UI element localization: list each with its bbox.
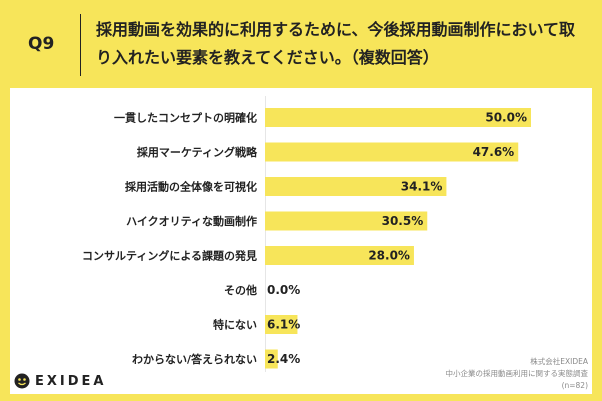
bar-2 xyxy=(265,177,447,196)
chart-panel xyxy=(10,88,592,394)
value-label-7: 2.4% xyxy=(267,352,300,366)
category-label-6: 特にない xyxy=(213,318,257,332)
header-divider xyxy=(80,14,81,76)
bar-1 xyxy=(265,142,519,162)
category-label-3: ハイクオリティな動画制作 xyxy=(126,214,257,228)
question-text: 採用動画を効果的に利用するために、今後採用動画制作において取り入れたい要素を教え… xyxy=(96,20,576,67)
source-company: 株式会社EXIDEA xyxy=(530,357,588,366)
source-survey: 中小企業の採用動画利用に関する実態調査 xyxy=(445,369,589,378)
source-sample: (n=82) xyxy=(561,381,588,390)
bar-4 xyxy=(265,246,414,265)
category-label-5: その他 xyxy=(224,283,257,297)
value-label-6: 6.1% xyxy=(267,318,300,332)
bar-0 xyxy=(265,108,531,127)
category-label-2: 採用活動の全体像を可視化 xyxy=(125,180,257,194)
question-number: Q9 xyxy=(28,34,55,54)
bar-3 xyxy=(265,211,428,231)
chart-baseline xyxy=(265,96,266,372)
brand-name: EXIDEA xyxy=(35,373,107,389)
value-label-0: 50.0% xyxy=(485,111,527,125)
value-label-1: 47.6% xyxy=(473,145,515,159)
value-label-5: 0.0% xyxy=(267,283,300,297)
category-label-0: 一貫したコンセプトの明確化 xyxy=(114,111,257,125)
brand-logo: EXIDEA xyxy=(14,372,106,390)
exidea-logo-icon xyxy=(14,373,30,389)
value-label-3: 30.5% xyxy=(382,214,424,228)
value-label-4: 28.0% xyxy=(368,249,410,263)
bar-6 xyxy=(265,315,298,334)
source-note: 株式会社EXIDEA 中小企業の採用動画利用に関する実態調査 (n=82) xyxy=(446,356,589,392)
bar-7 xyxy=(265,349,278,369)
category-label-1: 採用マーケティング戦略 xyxy=(137,145,258,159)
category-label-4: コンサルティングによる課題の発見 xyxy=(82,249,257,263)
value-label-2: 34.1% xyxy=(401,180,443,194)
category-label-7: わからない/答えられない xyxy=(132,352,257,366)
